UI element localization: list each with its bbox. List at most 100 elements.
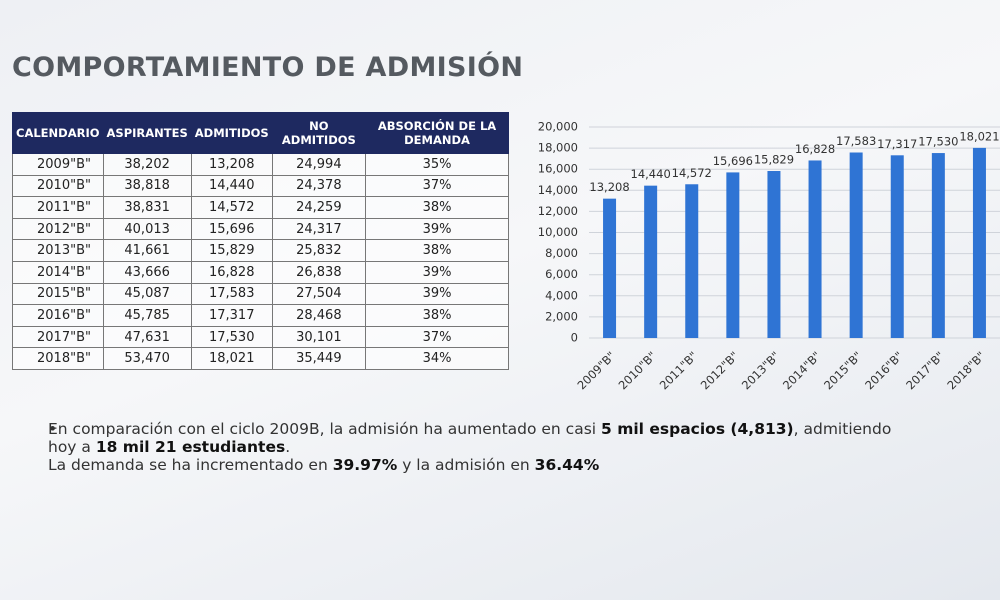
table-cell: 2014"B" bbox=[12, 260, 104, 284]
value-label: 17,530 bbox=[918, 135, 958, 149]
value-label: 15,829 bbox=[754, 153, 794, 167]
y-tick-label: 20,000 bbox=[538, 120, 578, 134]
y-tick-label: 0 bbox=[571, 331, 578, 345]
bar bbox=[890, 155, 904, 338]
table-cell: 14,572 bbox=[190, 196, 273, 219]
table-cell: 47,631 bbox=[102, 325, 192, 349]
x-tick-label: 2012"B" bbox=[698, 349, 742, 393]
table-row: 2015"B" 45,087 17,583 27,504 39% bbox=[12, 282, 509, 306]
table-cell: 16,828 bbox=[190, 260, 273, 284]
table-cell: 2017"B" bbox=[12, 325, 104, 349]
table-cell: 35% bbox=[365, 153, 509, 176]
admission-table: CALENDARIO ASPIRANTES ADMITIDOS NO ADMITIDO… bbox=[12, 112, 509, 370]
x-tick-label: 2017"B" bbox=[903, 349, 947, 393]
value-label: 16,828 bbox=[795, 142, 835, 156]
bullet-dot: • bbox=[48, 420, 58, 438]
chart: 0 2,000 4,000 6,000 8,000 10,000 12,000 14,000 1… bbox=[538, 120, 1000, 393]
table-cell: 39% bbox=[365, 260, 509, 284]
table-cell: 38% bbox=[365, 239, 509, 262]
bullet-text: , admitiendo hoy a bbox=[48, 420, 892, 456]
bar bbox=[726, 172, 740, 338]
bar bbox=[685, 184, 699, 338]
table-cell: 30,101 bbox=[271, 325, 367, 349]
table-cell: 39% bbox=[365, 217, 509, 241]
table-cell: 35,449 bbox=[271, 347, 367, 370]
x-tick-label: 2014"B" bbox=[780, 349, 824, 393]
value-label: 14,572 bbox=[672, 166, 712, 180]
table-cell: 45,087 bbox=[102, 282, 192, 306]
table-cell: 2018"B" bbox=[12, 347, 104, 370]
bullet-text: 36.44% bbox=[534, 456, 600, 474]
table-cell: 17,317 bbox=[190, 304, 273, 327]
bar bbox=[603, 198, 617, 338]
table-cell: 2013"B" bbox=[12, 239, 104, 262]
column-header: ABSORCIÓN DE LA DEMANDA bbox=[365, 112, 509, 154]
bullet-text: . bbox=[285, 438, 291, 456]
table-cell: 53,470 bbox=[102, 347, 192, 370]
bar bbox=[767, 171, 781, 338]
value-label: 13,208 bbox=[589, 180, 629, 194]
table-cell: 24,317 bbox=[271, 217, 367, 241]
table-cell: 40,013 bbox=[102, 217, 192, 241]
bar bbox=[808, 160, 822, 338]
bullet-text: La demanda se ha incrementado en bbox=[48, 456, 333, 474]
table-row: 2011"B" 38,831 14,572 24,259 38% bbox=[12, 196, 509, 219]
table-row: 2013"B" 41,661 15,829 25,832 38% bbox=[12, 239, 509, 262]
table-row: 2014"B" 43,666 16,828 26,838 39% bbox=[12, 260, 509, 284]
table-cell: 24,259 bbox=[271, 196, 367, 219]
bullet: • La demanda se ha incrementado en 39.97%… bbox=[48, 420, 908, 474]
table-cell: 24,994 bbox=[271, 153, 367, 176]
table-cell: 24,378 bbox=[271, 174, 367, 198]
y-tick-label: 6,000 bbox=[545, 267, 578, 281]
table-row: 2018"B" 53,470 18,021 35,449 34% bbox=[12, 347, 509, 370]
table-cell: 2011"B" bbox=[12, 196, 104, 219]
table-cell: 2010"B" bbox=[12, 174, 104, 198]
value-label: 17,317 bbox=[877, 137, 917, 151]
table-cell: 37% bbox=[365, 174, 509, 198]
bar bbox=[972, 147, 986, 338]
bullet: • En comparación con el ciclo 2009B, la a… bbox=[48, 420, 908, 456]
y-tick-label: 12,000 bbox=[538, 204, 578, 218]
value-label: 18,021 bbox=[959, 129, 999, 143]
bullet-text: En comparación con el ciclo 2009B, la ad… bbox=[48, 420, 602, 438]
table-cell: 2009"B" bbox=[12, 153, 104, 176]
table-cell: 2016"B" bbox=[12, 304, 104, 327]
table-cell: 14,440 bbox=[190, 174, 273, 198]
table-cell: 2015"B" bbox=[12, 282, 104, 306]
x-tick-label: 2018"B" bbox=[944, 349, 988, 393]
x-tick-label: 2010"B" bbox=[616, 349, 660, 393]
value-label: 17,583 bbox=[836, 134, 876, 148]
table-cell: 38% bbox=[365, 196, 509, 219]
table-cell: 17,530 bbox=[190, 325, 273, 349]
column-header: NO ADMITIDOS bbox=[271, 112, 367, 154]
table-cell: 38,818 bbox=[102, 174, 192, 198]
table-cell: 18,021 bbox=[190, 347, 273, 370]
bullet-text: 5 mil espacios (4,813) bbox=[601, 420, 794, 438]
table-cell: 34% bbox=[365, 347, 509, 370]
table-row: 2009"B" 38,202 13,208 24,994 35% bbox=[12, 153, 509, 176]
table-row: 2017"B" 47,631 17,530 30,101 37% bbox=[12, 325, 509, 349]
bullet-text: 18 mil 21 estudiantes bbox=[95, 438, 286, 456]
column-header: ASPIRANTES bbox=[102, 112, 192, 154]
table-cell: 43,666 bbox=[102, 260, 192, 284]
bar bbox=[931, 153, 945, 338]
column-header: CALENDARIO bbox=[12, 112, 104, 154]
y-tick-label: 8,000 bbox=[545, 246, 578, 260]
bullet-text: y la admisión en bbox=[397, 456, 535, 474]
x-tick-label: 2009"B" bbox=[574, 349, 618, 393]
y-tick-label: 2,000 bbox=[545, 309, 578, 323]
table-cell: 38,831 bbox=[102, 196, 192, 219]
table-row: 2010"B" 38,818 14,440 24,378 37% bbox=[12, 174, 509, 198]
table-row: 2016"B" 45,785 17,317 28,468 38% bbox=[12, 304, 509, 327]
table-cell: 28,468 bbox=[271, 304, 367, 327]
x-tick-label: 2016"B" bbox=[862, 349, 906, 393]
slide-title: COMPORTAMIENTO DE ADMISIÓN bbox=[12, 52, 524, 83]
y-tick-label: 14,000 bbox=[538, 183, 578, 197]
value-label: 15,696 bbox=[713, 154, 753, 168]
table-cell: 26,838 bbox=[271, 260, 367, 284]
table-row: 2012"B" 40,013 15,696 24,317 39% bbox=[12, 217, 509, 241]
table-body: 2009"B" 38,202 13,208 24,994 35% 2010"B" 38,81… bbox=[12, 153, 509, 370]
x-tick-label: 2011"B" bbox=[657, 349, 701, 393]
y-tick-label: 4,000 bbox=[545, 288, 578, 302]
bullet-dot: • bbox=[48, 420, 58, 438]
